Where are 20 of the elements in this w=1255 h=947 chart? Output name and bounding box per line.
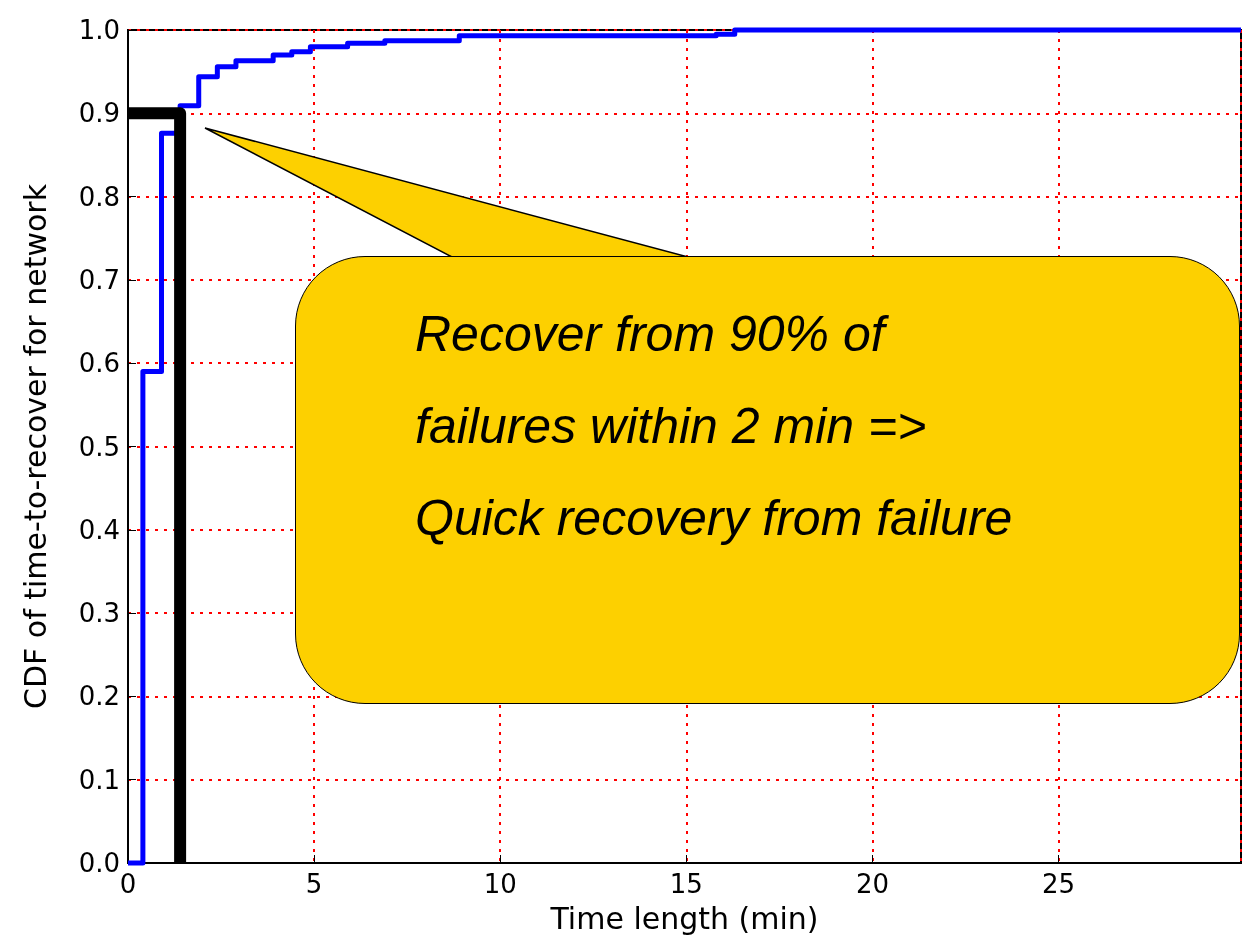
x-tick-label: 20 xyxy=(855,869,890,899)
y-tick-label: 0.3 xyxy=(78,598,120,629)
x-tick-label: 0 xyxy=(119,869,137,899)
y-tick-label: 0.9 xyxy=(78,98,120,129)
y-tick-label: 0.8 xyxy=(78,181,120,212)
y-tick-label: 0.1 xyxy=(78,764,120,795)
y-tick-label: 0.5 xyxy=(78,431,120,462)
x-tick-label: 15 xyxy=(669,869,703,899)
x-tick-label: 10 xyxy=(483,869,517,899)
y-tick-label: 0.2 xyxy=(78,681,120,712)
x-tick-label: 5 xyxy=(305,869,323,899)
x-axis-title: Time length (min) xyxy=(549,900,819,936)
y-tick-label: 0.4 xyxy=(78,514,120,545)
annotation: Recover from 90% of failures within 2 min => Quick recovery from failure xyxy=(415,305,1014,548)
y-axis-title: CDF of time-to-recover for network xyxy=(17,183,53,710)
y-tick-label: 1.0 xyxy=(78,15,120,45)
y-tick-label: 0.7 xyxy=(78,264,120,295)
y-tick-label: 0.6 xyxy=(78,348,120,379)
x-tick-label: 25 xyxy=(1042,869,1076,899)
y-tick-label: 0.0 xyxy=(78,848,120,878)
